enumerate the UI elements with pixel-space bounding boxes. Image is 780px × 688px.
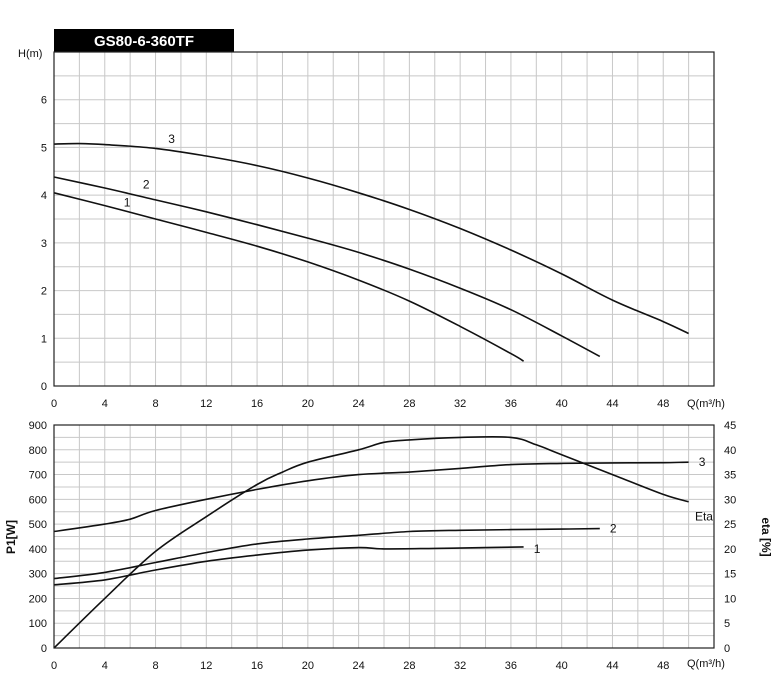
power-y2-tick: 10 [724, 593, 736, 605]
head-curve-labels: 3 21 [124, 132, 175, 209]
head-y-tick: 4 [41, 190, 47, 202]
head-y-axis-label: H(m) [18, 48, 42, 60]
power-x-tick: 44 [606, 660, 618, 672]
head-x-tick: 24 [352, 398, 364, 410]
power-curve-label: 3 [699, 455, 706, 469]
head-curves [53, 142, 689, 362]
head-x-tick: 8 [152, 398, 158, 410]
head-curve-2 [53, 176, 601, 358]
power-x-tick: 28 [403, 660, 415, 672]
power-x-tick: 4 [102, 660, 108, 672]
power-curve-label: 1 [534, 542, 541, 556]
power-y-tick: 700 [29, 470, 47, 482]
power-x-tick: 0 [51, 660, 57, 672]
power-y2-tick: 40 [724, 445, 736, 457]
power-curves [53, 435, 689, 649]
power-curve-label: 2 [610, 522, 617, 536]
head-x-tick: 28 [403, 398, 415, 410]
power-y-tick: 900 [29, 420, 47, 432]
power-y2-tick: 0 [724, 643, 730, 655]
power-y-tick: 600 [29, 494, 47, 506]
head-x-tick: 40 [556, 398, 568, 410]
power-efficiency-chart: 0 4 8 12 16 20 24 28 32 36 40 44 4801002003004005006… [4, 420, 773, 672]
head-x-tick: 44 [606, 398, 618, 410]
head-x-tick: 0 [51, 398, 57, 410]
power-plot-frame [53, 424, 715, 649]
head-x-tick: 16 [251, 398, 263, 410]
power-x-tick: 32 [454, 660, 466, 672]
power-curve-1 [53, 546, 524, 586]
power-y2-tick: 35 [724, 470, 736, 482]
power-y-tick: 800 [29, 445, 47, 457]
power-y2-tick: 5 [724, 618, 730, 630]
eta-y-axis-label: eta [%] [759, 517, 773, 556]
head-curve-1 [53, 192, 525, 362]
power-y-tick: 500 [29, 519, 47, 531]
power-x-tick: 20 [302, 660, 314, 672]
power-y-tick: 100 [29, 618, 47, 630]
power-x-tick: 16 [251, 660, 263, 672]
head-plot-frame [53, 51, 715, 387]
power-y2-tick: 20 [724, 544, 736, 556]
power-x-tick: 36 [505, 660, 517, 672]
head-x-tick: 48 [657, 398, 669, 410]
power-y-tick: 300 [29, 569, 47, 581]
head-y-tick: 5 [41, 142, 47, 154]
head-y-tick: 6 [41, 95, 47, 107]
power-x-tick: 24 [352, 660, 364, 672]
power-curve-eta [53, 435, 689, 649]
power-grid [54, 425, 714, 648]
head-flow-chart: GS80-6-360TF 0 4 8 12 16 20 24 28 32 36 40 44 480123… [18, 29, 725, 410]
head-x-tick: 4 [102, 398, 108, 410]
head-x-tick: 12 [200, 398, 212, 410]
power-y-tick: 0 [41, 643, 47, 655]
power-curve-label: Eta [695, 510, 713, 524]
head-curve-label: 1 [124, 195, 131, 209]
head-curve-label: 2 [143, 178, 150, 192]
power-y-tick: 400 [29, 544, 47, 556]
power-curve-2 [53, 527, 600, 580]
head-y-tick: 3 [41, 238, 47, 250]
head-x-axis-label: Q(m³/h) [687, 398, 725, 410]
head-x-tick: 20 [302, 398, 314, 410]
head-x-tick: 36 [505, 398, 517, 410]
head-y-tick: 1 [41, 333, 47, 345]
power-x-tick: 8 [152, 660, 158, 672]
head-y-tick: 2 [41, 286, 47, 298]
power-y2-tick: 45 [724, 420, 736, 432]
head-y-tick: 0 [41, 381, 47, 393]
power-y-axis-label: P1[W] [4, 520, 18, 554]
chart-title-bar [54, 29, 234, 52]
chart-title: GS80-6-360TF [94, 33, 194, 50]
power-y2-tick: 25 [724, 519, 736, 531]
power-axis-ticks: 0 4 8 12 16 20 24 28 32 36 40 44 4801002003004005006… [29, 420, 737, 672]
power-y2-tick: 15 [724, 569, 736, 581]
power-x-tick: 48 [657, 660, 669, 672]
power-curve-labels: 3 2 1 Eta [534, 455, 714, 556]
head-curve-3 [53, 142, 689, 335]
power-y-tick: 200 [29, 593, 47, 605]
head-curve-label: 3 [168, 132, 175, 146]
power-x-tick: 40 [556, 660, 568, 672]
head-x-tick: 32 [454, 398, 466, 410]
power-x-tick: 12 [200, 660, 212, 672]
power-y2-tick: 30 [724, 494, 736, 506]
power-x-axis-label: Q(m³/h) [687, 658, 725, 670]
power-curve-3 [53, 461, 689, 533]
